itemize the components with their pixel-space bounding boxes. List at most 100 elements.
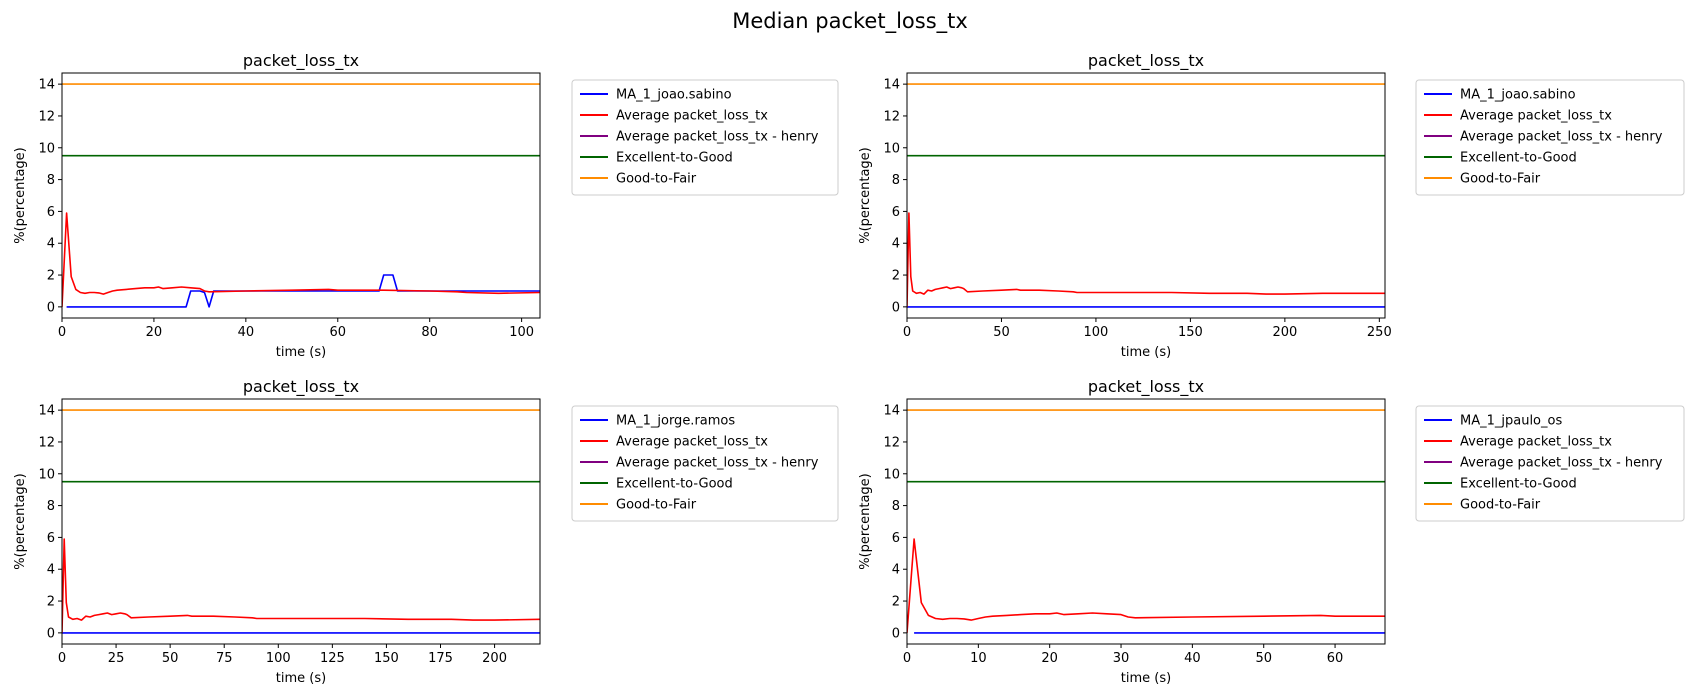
x-tick-label: 25 (108, 651, 125, 666)
legend-box (1415, 79, 1685, 196)
y-axis-label: %(percentage) (858, 147, 873, 244)
y-tick-label: 12 (38, 435, 55, 450)
y-tick-label: 0 (892, 300, 900, 315)
x-tick-label: 200 (1272, 325, 1297, 340)
y-tick-label: 2 (892, 595, 900, 610)
y-tick-label: 2 (892, 269, 900, 284)
legend-label: MA_1_jpaulo_os (1460, 414, 1562, 429)
legend-label: Average packet_loss_tx (616, 435, 768, 450)
legend: MA_1_joao.sabino Average packet_loss_tx Av… (1415, 79, 1685, 196)
x-tick-label: 100 (266, 651, 291, 666)
y-tick-label: 12 (883, 109, 900, 124)
legend-box (571, 405, 839, 522)
x-tick-label: 175 (428, 651, 453, 666)
y-tick-label: 10 (38, 467, 55, 482)
series-line-average (62, 212, 540, 307)
x-tick-label: 50 (1255, 651, 1272, 666)
x-tick-label: 10 (970, 651, 987, 666)
x-tick-label: 0 (58, 325, 66, 340)
legend-label: Average packet_loss_tx (1460, 109, 1612, 124)
x-tick-label: 20 (146, 325, 163, 340)
x-axis-label: time (s) (276, 345, 326, 360)
chart-title: packet_loss_tx (1088, 51, 1204, 71)
x-axis-label: time (s) (1121, 671, 1171, 686)
x-tick-label: 20 (1041, 651, 1058, 666)
y-tick-label: 12 (38, 109, 55, 124)
x-tick-label: 40 (1184, 651, 1201, 666)
y-tick-label: 8 (47, 173, 55, 188)
series-line-average (907, 212, 1385, 307)
legend-label: Good-to-Fair (616, 498, 697, 513)
legend-label: MA_1_joao.sabino (1460, 88, 1576, 103)
y-tick-label: 8 (47, 499, 55, 514)
legend-label: Average packet_loss_tx - henry (616, 130, 819, 145)
plot-frame (61, 398, 541, 645)
x-axis-label: time (s) (1121, 345, 1171, 360)
y-tick-label: 6 (892, 205, 900, 220)
y-tick-label: 4 (892, 237, 900, 252)
legend-label: Average packet_loss_tx - henry (1460, 130, 1663, 145)
legend-label: Good-to-Fair (1460, 498, 1541, 513)
legend-label: MA_1_joao.sabino (616, 88, 732, 103)
y-tick-label: 4 (892, 563, 900, 578)
x-tick-label: 60 (329, 325, 346, 340)
y-tick-label: 14 (883, 78, 900, 93)
y-tick-label: 10 (883, 467, 900, 482)
legend: MA_1_jpaulo_os Average packet_loss_tx Aver… (1415, 405, 1685, 522)
x-tick-label: 0 (903, 651, 911, 666)
legend-label: Good-to-Fair (616, 172, 697, 187)
y-tick-label: 8 (892, 499, 900, 514)
y-axis-label: %(percentage) (13, 147, 28, 244)
chart-panel-2: packet_loss_tx 0 50 100 150 200 250 0 2 4 6 8 10 12 14… (858, 51, 1685, 360)
y-tick-label: 12 (883, 435, 900, 450)
legend-label: Average packet_loss_tx - henry (616, 456, 819, 471)
legend-box (571, 79, 839, 196)
series-line-average (907, 538, 1385, 633)
chart-panel-4: packet_loss_tx 0 10 20 30 40 50 60 0 2 4 6 8 10 12 14 ti… (858, 377, 1685, 686)
x-tick-label: 0 (903, 325, 911, 340)
y-tick-label: 10 (883, 141, 900, 156)
legend-label: Excellent-to-Good (616, 151, 733, 166)
x-tick-label: 50 (162, 651, 179, 666)
y-tick-label: 4 (47, 563, 55, 578)
x-tick-label: 0 (58, 651, 66, 666)
chart-title: packet_loss_tx (243, 51, 359, 71)
y-axis-label: %(percentage) (13, 473, 28, 570)
x-tick-label: 50 (993, 325, 1010, 340)
y-tick-label: 4 (47, 237, 55, 252)
x-tick-label: 60 (1327, 651, 1344, 666)
chart-title: packet_loss_tx (243, 377, 359, 397)
legend-label: Average packet_loss_tx (1460, 435, 1612, 450)
y-tick-label: 10 (38, 141, 55, 156)
x-tick-label: 125 (320, 651, 345, 666)
plot-frame (906, 398, 1386, 645)
x-tick-label: 200 (482, 651, 507, 666)
chart-title: packet_loss_tx (1088, 377, 1204, 397)
x-axis-label: time (s) (276, 671, 326, 686)
legend-box (1415, 405, 1685, 522)
x-tick-label: 80 (421, 325, 438, 340)
legend-label: Average packet_loss_tx (616, 109, 768, 124)
figure-suptitle: Median packet_loss_tx (732, 9, 968, 33)
y-tick-label: 6 (47, 205, 55, 220)
x-tick-label: 30 (1113, 651, 1130, 666)
y-tick-label: 14 (38, 404, 55, 419)
chart-panel-1: packet_loss_tx 0 20 40 60 80 100 0 2 4 6 8 10 12 14 tim… (13, 51, 839, 360)
x-tick-label: 150 (374, 651, 399, 666)
x-tick-label: 150 (1178, 325, 1203, 340)
legend-label: Excellent-to-Good (616, 477, 733, 492)
y-axis-label: %(percentage) (858, 473, 873, 570)
y-tick-label: 2 (47, 269, 55, 284)
y-tick-label: 0 (47, 626, 55, 641)
chart-panel-3: packet_loss_tx 0 25 50 75 100 125 150 175 200 0 2 4 6… (13, 377, 839, 686)
plot-frame (61, 72, 541, 319)
series-line-average (62, 538, 540, 633)
y-tick-label: 14 (883, 404, 900, 419)
legend-label: Average packet_loss_tx - henry (1460, 456, 1663, 471)
y-tick-label: 0 (892, 626, 900, 641)
series-line-user (66, 274, 540, 308)
x-tick-label: 40 (238, 325, 255, 340)
legend-label: Excellent-to-Good (1460, 151, 1577, 166)
legend-label: MA_1_jorge.ramos (616, 414, 735, 429)
legend: MA_1_jorge.ramos Average packet_loss_tx Av… (571, 405, 839, 522)
